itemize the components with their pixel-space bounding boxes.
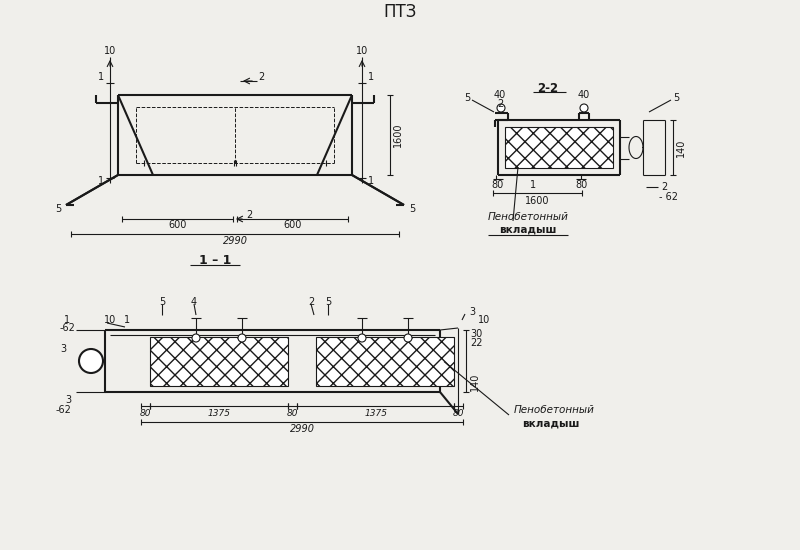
- Text: 5: 5: [159, 297, 165, 307]
- Text: -62: -62: [59, 323, 75, 333]
- Text: 10: 10: [104, 315, 116, 325]
- Text: 5: 5: [464, 93, 470, 103]
- Text: 10: 10: [356, 46, 368, 56]
- Text: 3: 3: [60, 344, 66, 354]
- Text: вкладыш: вкладыш: [522, 418, 579, 428]
- Circle shape: [192, 334, 200, 342]
- Text: 5: 5: [54, 204, 61, 214]
- Text: Пенобетонный: Пенобетонный: [514, 405, 595, 415]
- Text: 80: 80: [287, 409, 298, 417]
- Bar: [150, 337, 288, 386]
- Text: 2-2: 2-2: [538, 81, 558, 95]
- Text: 600: 600: [168, 220, 186, 230]
- Text: 2: 2: [246, 210, 252, 220]
- Text: вкладыш: вкладыш: [499, 225, 557, 235]
- Text: 1375: 1375: [364, 409, 387, 417]
- Text: 1600: 1600: [393, 123, 403, 147]
- Text: 80: 80: [575, 180, 587, 190]
- Text: 1: 1: [98, 72, 104, 82]
- Text: - 62: - 62: [659, 192, 678, 202]
- Text: 10: 10: [104, 46, 116, 56]
- Text: 80: 80: [140, 409, 151, 417]
- Text: 5: 5: [325, 297, 331, 307]
- Text: 10: 10: [478, 315, 490, 325]
- Circle shape: [79, 349, 103, 373]
- Bar: [316, 337, 454, 386]
- Text: 40: 40: [578, 90, 590, 100]
- Text: 2990: 2990: [290, 424, 314, 434]
- Text: 2: 2: [308, 297, 314, 307]
- Text: 5: 5: [409, 204, 415, 214]
- Bar: [505, 127, 613, 168]
- Text: 3: 3: [469, 307, 475, 317]
- Text: 1: 1: [530, 180, 536, 190]
- Text: 1 – 1: 1 – 1: [199, 254, 231, 267]
- Text: 1: 1: [98, 176, 104, 186]
- Text: 2: 2: [497, 99, 503, 109]
- Text: 40: 40: [494, 90, 506, 100]
- Text: 1: 1: [124, 315, 130, 325]
- Text: 1: 1: [64, 315, 70, 325]
- Circle shape: [404, 334, 412, 342]
- Text: 1600: 1600: [526, 196, 550, 206]
- Circle shape: [238, 334, 246, 342]
- Text: 1: 1: [368, 72, 374, 82]
- Text: 4: 4: [191, 297, 197, 307]
- Text: 22: 22: [470, 338, 482, 348]
- Text: 80: 80: [453, 409, 464, 417]
- Text: 80: 80: [492, 180, 504, 190]
- Text: 1375: 1375: [207, 409, 230, 417]
- Text: 2990: 2990: [222, 236, 247, 246]
- Text: -62: -62: [55, 405, 71, 415]
- Circle shape: [358, 334, 366, 342]
- Text: ПТЗ: ПТЗ: [383, 3, 417, 21]
- Text: 3: 3: [65, 395, 71, 405]
- Circle shape: [580, 104, 588, 112]
- Text: 5: 5: [673, 93, 679, 103]
- Text: 140: 140: [470, 373, 480, 391]
- Text: 30: 30: [470, 329, 482, 339]
- Text: 1: 1: [368, 176, 374, 186]
- Circle shape: [497, 104, 505, 112]
- Text: 2: 2: [661, 182, 667, 192]
- Text: 600: 600: [283, 220, 302, 230]
- Text: 2: 2: [258, 72, 264, 82]
- Text: 140: 140: [676, 138, 686, 157]
- Text: Пенобетонный: Пенобетонный: [487, 212, 569, 222]
